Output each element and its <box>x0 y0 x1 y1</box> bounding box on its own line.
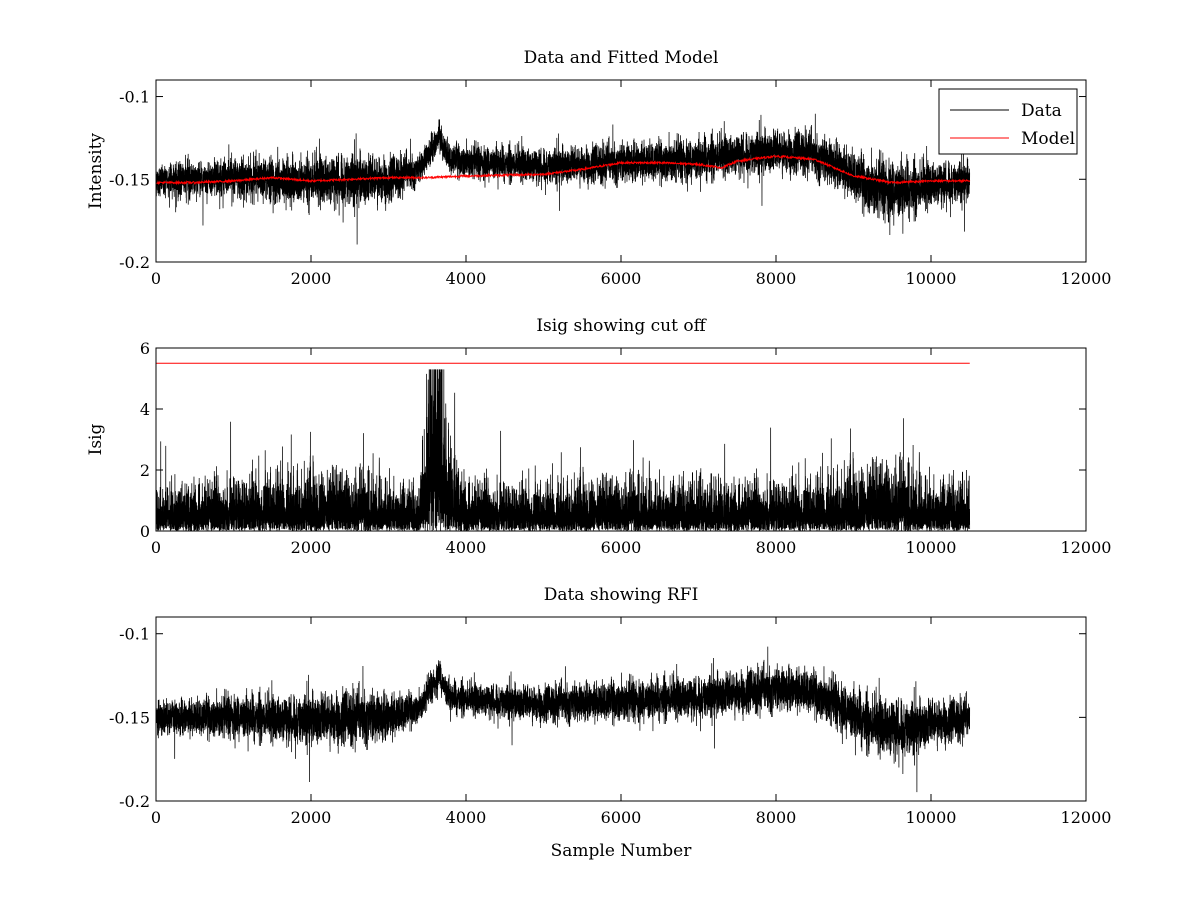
x-tick-label: 8000 <box>756 269 797 288</box>
y-tick-label: -0.2 <box>119 792 150 811</box>
chart-title: Data showing RFI <box>544 585 699 605</box>
x-tick-label: 2000 <box>291 538 332 557</box>
series-line-2-1 <box>156 369 971 531</box>
y-tick-label: 4 <box>140 400 150 419</box>
y-axis-label: Intensity <box>86 133 106 209</box>
x-tick-label: 6000 <box>601 538 642 557</box>
y-tick-label: -0.1 <box>119 625 150 644</box>
x-tick-label: 10000 <box>906 269 957 288</box>
x-axis-label: Sample Number <box>551 841 693 861</box>
series-line-model <box>156 154 971 186</box>
x-tick-label: 6000 <box>601 808 642 827</box>
y-tick-label: -0.2 <box>119 253 150 272</box>
chart-panel-2: 0 2000 4000 6000 8000 10000 12000 0 2 4 6 Isig show… <box>86 316 1111 557</box>
x-tick-label: 0 <box>151 269 161 288</box>
y-tick-label: 0 <box>140 522 150 541</box>
x-tick-label: 10000 <box>906 808 957 827</box>
x-tick-label: 4000 <box>446 808 487 827</box>
x-tick-label: 4000 <box>446 538 487 557</box>
x-tick-label: 12000 <box>1061 808 1112 827</box>
series-line-3-1 <box>156 646 971 793</box>
y-tick-label: -0.15 <box>109 170 150 189</box>
series-line-data <box>156 113 971 245</box>
x-tick-label: 2000 <box>291 808 332 827</box>
x-tick-label: 10000 <box>906 538 957 557</box>
legend-box <box>938 88 1078 155</box>
x-tick-label: 8000 <box>756 808 797 827</box>
y-tick-label: -0.1 <box>119 88 150 107</box>
x-tick-label: 0 <box>151 538 161 557</box>
x-tick-label: 4000 <box>446 269 487 288</box>
y-tick-label: 2 <box>140 461 150 480</box>
chart-panel-3: 0 2000 4000 6000 8000 10000 12000 -0.2 -0.15 -0.1… <box>109 585 1111 861</box>
legend-label-model: Model <box>1021 129 1075 149</box>
legend: Data Model <box>938 88 1078 155</box>
legend-label-data: Data <box>1021 101 1062 121</box>
x-tick-label: 0 <box>151 808 161 827</box>
x-tick-label: 6000 <box>601 269 642 288</box>
y-tick-label: 6 <box>140 339 150 358</box>
x-tick-label: 12000 <box>1061 538 1112 557</box>
chart-title: Isig showing cut off <box>536 316 707 336</box>
chart-panel-1: 0 2000 4000 6000 8000 10000 12000 -0.2 -0.15 -0.1… <box>86 48 1111 288</box>
y-axis-label: Isig <box>86 424 106 456</box>
x-tick-label: 12000 <box>1061 269 1112 288</box>
x-tick-label: 2000 <box>291 269 332 288</box>
y-tick-label: -0.15 <box>109 708 150 727</box>
chart-title: Data and Fitted Model <box>524 48 719 68</box>
x-tick-label: 8000 <box>756 538 797 557</box>
